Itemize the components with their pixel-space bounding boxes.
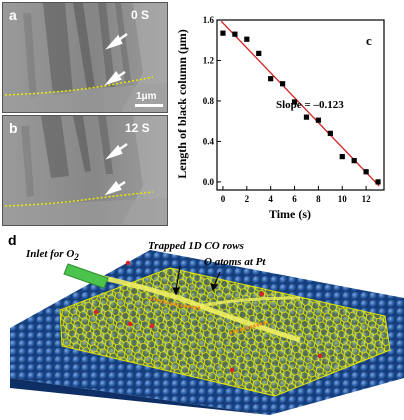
oxygen-annotation: O atoms at Pt	[204, 256, 266, 268]
panel-d-label: d	[8, 232, 17, 248]
panel-b-label: b	[9, 120, 18, 136]
inlet-annotation-text: Inlet for O	[26, 248, 75, 260]
graphene-wrinkle-branch	[199, 296, 301, 308]
graphene-sheet	[59, 267, 391, 397]
panel-a-label: a	[9, 7, 17, 23]
x-tick-label: 6	[292, 194, 297, 204]
data-point	[339, 154, 345, 160]
data-point	[351, 158, 357, 164]
inlet-annotation-subscript: 2	[74, 252, 79, 263]
co-row-1	[149, 296, 201, 310]
y-tick-label: 0.0	[203, 177, 215, 187]
panel-d-illustration	[10, 250, 404, 415]
x-tick-label: 12	[362, 194, 372, 204]
x-axis-label: Time (s)	[269, 207, 311, 221]
data-point	[303, 114, 310, 120]
data-point	[280, 81, 286, 87]
panel-b-arrows	[104, 143, 128, 196]
slope-annotation: Slope = –0.123	[276, 99, 344, 111]
panel-b-edge-dotted	[4, 191, 154, 207]
annotation-arrows	[172, 265, 221, 296]
x-tick-label: 0	[221, 194, 226, 204]
data-point	[256, 50, 262, 56]
x-tick-label: 8	[316, 194, 321, 204]
trapped-co-annotation: Trapped 1D CO rows	[148, 240, 244, 252]
panel-a-time-label: 0 S	[131, 8, 150, 22]
panel-c-label: c	[366, 33, 372, 48]
plot-frame	[216, 19, 385, 191]
data-point	[244, 36, 250, 42]
co-row-2	[229, 320, 269, 335]
oxygen-atoms	[93, 260, 323, 373]
data-point	[291, 99, 298, 105]
data-point	[268, 76, 274, 82]
data-point	[375, 179, 381, 185]
inlet-annotation: Inlet for O2	[26, 248, 79, 262]
x-tick-label: 4	[268, 194, 273, 204]
y-axis-label: Length of black column (μm)	[175, 29, 189, 178]
x-tick-label: 10	[338, 194, 348, 204]
substrate-side	[10, 378, 270, 415]
panel-a-micrograph	[3, 3, 167, 112]
data-point	[220, 30, 226, 36]
y-tick-label: 0.4	[203, 136, 215, 146]
panel-b-tem-image: b 12 S	[2, 115, 168, 226]
panel-c-chart: 0 2 4 6 8 10 12 0.0 0.4 0.8 1.2 1.6 c Slope = –0.12…	[175, 15, 385, 221]
y-tick-label: 1.2	[203, 55, 215, 65]
panel-d-schematic: d Inlet for O2 Trapped 1D CO rows O atom…	[0, 228, 404, 415]
scale-bar	[135, 104, 163, 107]
x-tick-label: 2	[245, 194, 250, 204]
data-point	[315, 117, 321, 123]
o2-inlet-tube	[63, 263, 109, 289]
y-tick-label: 1.6	[203, 15, 215, 25]
scale-bar-label: 1μm	[136, 91, 157, 102]
panel-a-tem-image: a 0 S 1μm	[2, 2, 168, 113]
y-tick-label: 0.8	[203, 96, 215, 106]
panel-b-time-label: 12 S	[125, 121, 150, 135]
plot-area: 0 2 4 6 8 10 12 0.0 0.4 0.8 1.2 1.6	[203, 15, 385, 204]
data-point	[232, 31, 238, 37]
panel-b-micrograph	[3, 116, 167, 225]
data-point	[327, 130, 333, 136]
panel-a-arrows	[104, 33, 128, 86]
data-point	[363, 169, 369, 175]
